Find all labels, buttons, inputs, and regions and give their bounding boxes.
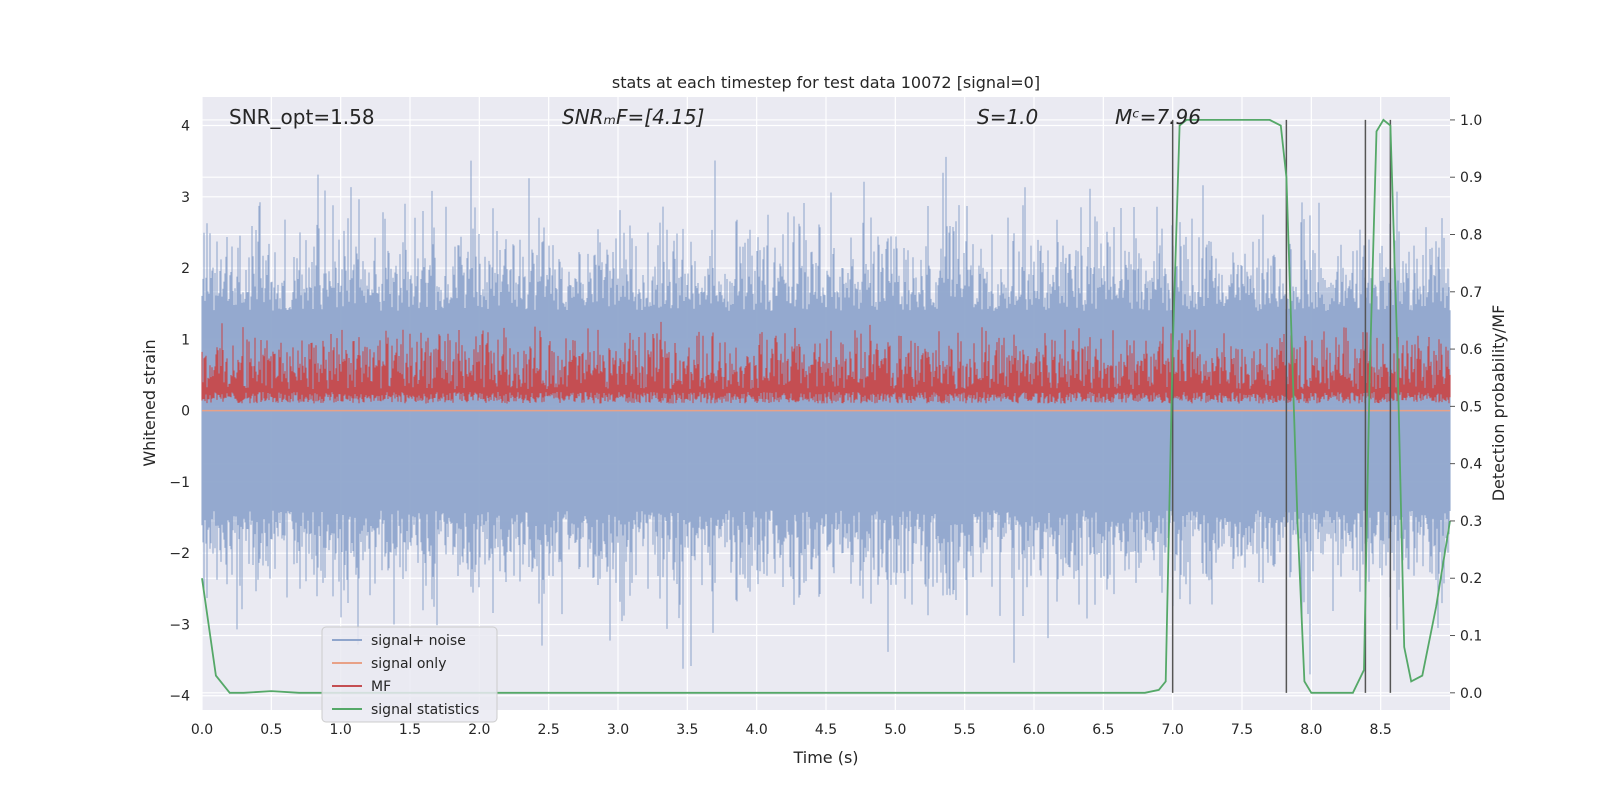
y-tick-label-right: 0.4 [1460, 457, 1482, 473]
y-tick-label-right: 0.5 [1460, 399, 1482, 415]
y-tick-label-right: 0.3 [1460, 514, 1482, 530]
x-tick-label: 0.0 [191, 722, 213, 738]
y-tick-label-right: 0.6 [1460, 342, 1482, 358]
y-tick-label-left: 3 [181, 190, 190, 206]
y-tick-label-left: −2 [169, 546, 190, 562]
x-tick-label: 2.5 [538, 722, 560, 738]
x-tick-label: 0.5 [260, 722, 282, 738]
x-tick-label: 3.0 [607, 722, 629, 738]
y-axis-label-left: Whitened strain [140, 339, 159, 466]
x-tick-label: 8.5 [1370, 722, 1392, 738]
y-tick-label-left: −1 [169, 475, 190, 491]
y-tick-label-left: −3 [169, 617, 190, 633]
legend-label-signal-noise: signal+ noise [371, 633, 466, 649]
legend: signal+ noise signal only MF signal stat… [321, 626, 498, 723]
y-tick-label-left: 0 [181, 404, 190, 420]
chart-title: stats at each timestep for test data 100… [612, 73, 1040, 92]
y-tick-label-right: 0.8 [1460, 227, 1482, 243]
annotation-s: S=1.0 [977, 105, 1038, 129]
annotation-snr-mf: SNRₘF=[4.15] [562, 105, 704, 129]
x-tick-label: 1.5 [399, 722, 421, 738]
legend-box [321, 626, 498, 723]
y-tick-label-right: 0.2 [1460, 571, 1482, 587]
y-axis-label-right: Detection probability/MF [1489, 305, 1508, 502]
x-tick-label: 8.0 [1300, 722, 1322, 738]
y-tick-label-left: 4 [181, 119, 190, 135]
y-tick-label-left: 1 [181, 332, 190, 348]
x-tick-label: 4.5 [815, 722, 837, 738]
annotation-snr-opt: SNR_opt=1.58 [229, 105, 375, 129]
x-axis-label: Time (s) [792, 748, 858, 767]
x-tick-label: 1.0 [330, 722, 352, 738]
x-tick-label: 7.0 [1162, 722, 1184, 738]
y-tick-label-left: 2 [181, 261, 190, 277]
x-tick-label: 7.5 [1231, 722, 1253, 738]
legend-label-signal-only: signal only [371, 656, 446, 672]
x-tick-label: 5.5 [954, 722, 976, 738]
y-tick-label-right: 0.1 [1460, 629, 1482, 645]
y-tick-label-right: 0.0 [1460, 686, 1482, 702]
annotation-mc: Mᶜ=7.96 [1115, 105, 1201, 129]
y-tick-label-right: 0.7 [1460, 285, 1482, 301]
x-tick-label: 5.0 [884, 722, 906, 738]
legend-label-mf: MF [371, 679, 391, 695]
x-tick-label: 2.0 [468, 722, 490, 738]
ticks: 0.0 0.5 1.0 1.5 2.0 2.5 3.0 3.5 4.0 4.5 5.0 5.5 6.0 6… [169, 113, 1482, 738]
legend-label-signal-statistics: signal statistics [371, 702, 479, 718]
x-tick-label: 3.5 [676, 722, 698, 738]
x-tick-label: 6.0 [1023, 722, 1045, 738]
y-tick-label-right: 1.0 [1460, 113, 1482, 129]
x-tick-label: 6.5 [1092, 722, 1114, 738]
y-tick-label-left: −4 [169, 689, 190, 705]
x-tick-label: 4.0 [746, 722, 768, 738]
y-tick-label-right: 0.9 [1460, 170, 1482, 186]
